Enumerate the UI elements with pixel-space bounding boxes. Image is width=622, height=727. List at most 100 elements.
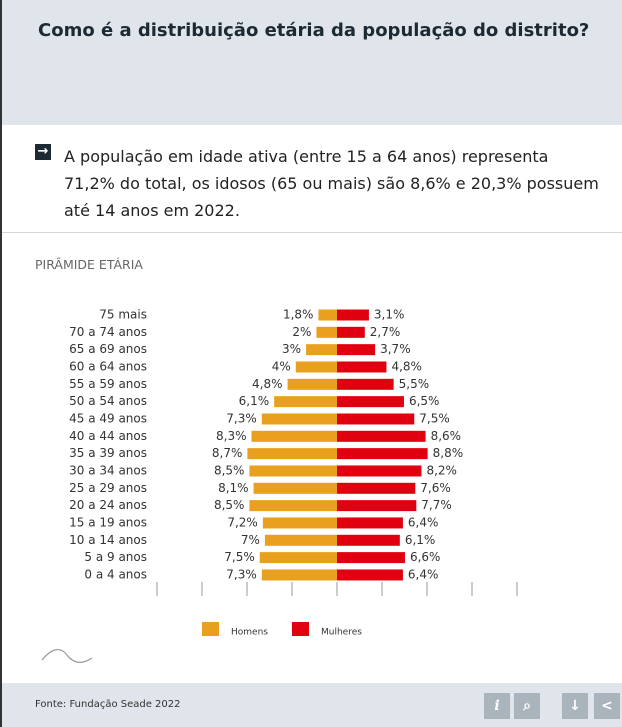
bar [337,396,404,408]
bar [318,309,337,321]
bar [337,552,405,564]
bar [262,517,337,529]
data-label: 8,5% [214,463,245,477]
bar [253,482,337,494]
bar [247,448,337,460]
data-label: 7,3% [226,411,257,425]
data-label: 6,5% [409,394,440,408]
data-label: 3,7% [380,342,411,356]
data-label: 8,1% [218,481,249,495]
data-label: 6,1% [405,533,436,547]
bar [249,465,337,477]
header: Como é a distribuição etária da populaçã… [2,0,622,125]
category-label: 10 a 14 anos [69,533,147,547]
data-label: 7,3% [226,567,257,581]
data-label: 7,5% [419,411,450,425]
bar [287,378,337,390]
data-label: 4,8% [252,377,283,391]
category-label: 55 a 59 anos [69,377,147,391]
bar [337,448,428,460]
category-label: 50 a 54 anos [69,394,147,408]
bar [295,361,337,373]
category-label: 5 a 9 anos [84,550,147,564]
data-label: 2,7% [370,325,401,339]
arrow-icon: → [35,144,51,160]
data-label: 6,4% [408,567,439,581]
wave-icon [41,649,93,663]
bar [261,569,337,581]
data-label: 7,7% [421,498,452,512]
axis-ticks [156,582,518,596]
category-label: 75 mais [99,308,147,322]
bar [249,500,337,512]
zoom-button[interactable]: ⌕ [514,693,540,719]
download-button[interactable]: ↓ [562,693,588,719]
footer: Fonte: Fundação Seade 2022 i ⌕ ↓ < [2,683,622,727]
legend-swatch [202,622,219,636]
bar [337,344,376,356]
category-label: 35 a 39 anos [69,446,147,460]
category-label: 20 a 24 anos [69,498,147,512]
info-button[interactable]: i [484,693,510,719]
bar [337,500,417,512]
bar [337,569,403,581]
category-label: 60 a 64 anos [69,359,147,373]
bar [337,430,426,442]
data-label: 6,1% [239,394,270,408]
category-label: 45 a 49 anos [69,411,147,425]
data-label: 7,5% [224,550,255,564]
data-label: 6,6% [410,550,441,564]
bar [274,396,337,408]
bar [316,326,337,338]
bar [337,465,422,477]
data-label: 4% [272,359,291,373]
data-label: 3,1% [374,308,405,322]
data-label: 7,6% [420,481,451,495]
category-label: 30 a 34 anos [69,463,147,477]
bar [337,361,387,373]
data-label: 7% [241,533,260,547]
category-label: 65 a 69 anos [69,342,147,356]
bar [337,534,400,546]
share-button[interactable]: < [594,693,620,719]
bar [337,309,369,321]
bar [259,552,337,564]
legend-label: Mulheres [321,628,362,638]
separator [2,232,622,233]
data-label: 2% [292,325,311,339]
data-label: 6,4% [408,515,439,529]
chart: 75 mais 1,8% 3,1% 70 a 74 anos 2% 2,7% 65 a 69… [41,308,518,663]
title: Como é a distribuição etária da populaçã… [38,20,590,41]
bar [306,344,337,356]
bar [337,413,415,425]
bar [261,413,337,425]
data-label: 1,8% [283,308,314,322]
category-label: 40 a 44 anos [69,429,147,443]
data-label: 8,5% [214,498,245,512]
data-label: 8,7% [212,446,243,460]
data-label: 7,2% [227,515,258,529]
category-label: 25 a 29 anos [69,481,147,495]
data-label: 4,8% [391,359,422,373]
bar [264,534,337,546]
data-label: 5,5% [399,377,430,391]
chart-title: PIRÂMIDE ETÁRIA [35,257,143,272]
bar [337,378,394,390]
data-label: 8,3% [216,429,247,443]
data-label: 8,2% [426,463,457,477]
data-label: 8,6% [431,429,462,443]
bar [337,482,416,494]
source: Fonte: Fundação Seade 2022 [35,699,181,710]
bar [337,326,365,338]
summary: A população em idade ativa (entre 15 a 6… [64,147,599,220]
data-label: 3% [282,342,301,356]
legend-label: Homens [231,628,268,638]
category-label: 15 a 19 anos [69,515,147,529]
data-label: 8,8% [433,446,464,460]
category-label: 0 a 4 anos [84,567,147,581]
bar [337,517,403,529]
bar [251,430,337,442]
legend-swatch [292,622,309,636]
category-label: 70 a 74 anos [69,325,147,339]
